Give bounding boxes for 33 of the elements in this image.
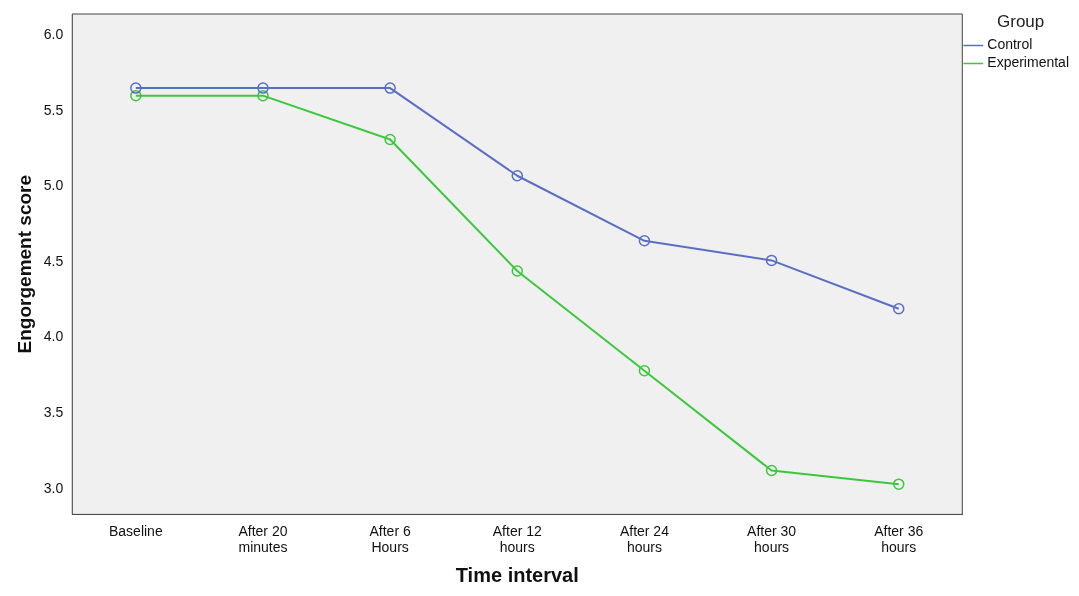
y-tick-label: 5.5 [43, 101, 64, 118]
y-tick-label: 4.5 [43, 252, 64, 269]
x-tick-label: After 12 hours [492, 522, 543, 556]
x-tick-label: After 6 Hours [369, 522, 411, 556]
point [765, 254, 778, 267]
x-tick-label: After 36 hours [874, 522, 924, 556]
point [638, 235, 651, 247]
x-tick-label: Baseline [108, 522, 163, 539]
legend-label: Experimental [987, 54, 1069, 71]
point [257, 82, 269, 94]
point [511, 265, 524, 277]
y-tick-label: 4.0 [43, 328, 64, 345]
y-tick-label: 5.0 [43, 177, 64, 194]
y-tick-label: 3.5 [43, 403, 64, 420]
x-tick-label: After 20 minutes [238, 522, 288, 556]
point [257, 89, 269, 102]
point [638, 365, 651, 377]
x-axis-title: Time interval [455, 563, 579, 586]
point [892, 303, 905, 315]
point [892, 478, 905, 490]
x-tick-label: After 30 hours [747, 522, 797, 556]
point [511, 170, 524, 182]
point [130, 82, 142, 94]
point [384, 82, 396, 94]
point [130, 89, 142, 102]
point [384, 133, 396, 146]
legend-title: Group [997, 12, 1045, 32]
y-axis-title: Engorgement score [13, 174, 35, 354]
x-tick-label: After 24 hours [619, 522, 670, 556]
point [765, 464, 778, 477]
legend-label: Control [987, 36, 1033, 53]
y-tick-label: 6.0 [43, 26, 64, 43]
y-tick-label: 3.0 [43, 479, 64, 496]
